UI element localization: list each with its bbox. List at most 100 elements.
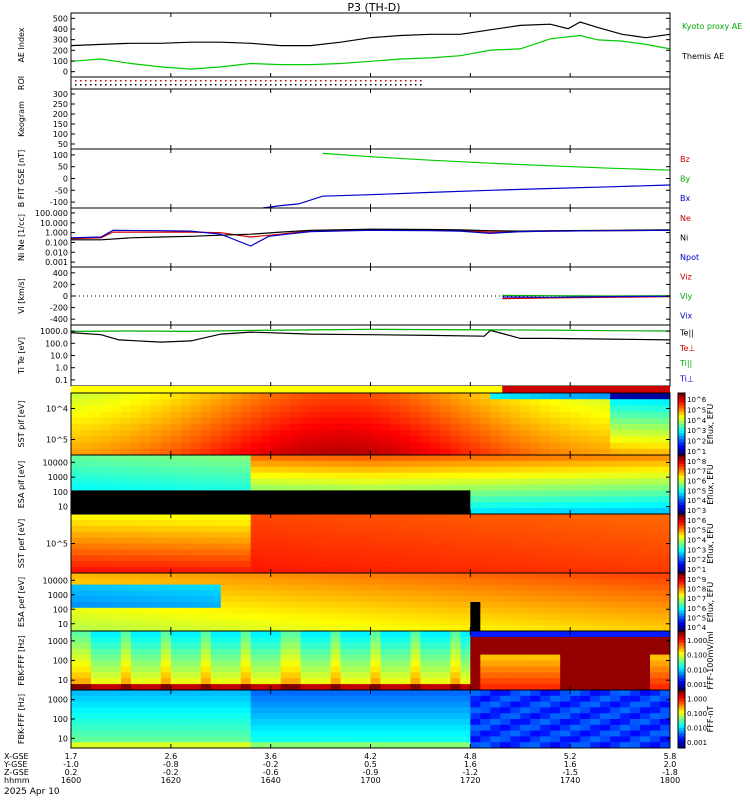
spectrogram-cell xyxy=(340,713,351,720)
spectrogram-cell xyxy=(260,724,272,731)
spectrogram-cell xyxy=(320,654,331,661)
spectrogram-cell xyxy=(530,537,541,544)
spectrogram-cell xyxy=(440,678,451,685)
fbk_fff-colorbar-cell xyxy=(678,672,685,676)
spectrogram-cell xyxy=(530,613,541,620)
bfield-ylabel: B FIT GSE [nT] xyxy=(17,150,26,208)
spectrogram-cell xyxy=(180,707,192,714)
spectrogram-cell xyxy=(630,430,641,437)
spectrogram-cell xyxy=(610,736,621,743)
roi-dot xyxy=(345,80,347,82)
spectrogram-cell xyxy=(120,567,132,574)
spectrogram-cell xyxy=(510,719,521,726)
spectrogram-cell xyxy=(660,642,671,650)
spectrogram-cell xyxy=(610,724,621,731)
footer-value: 1.7 xyxy=(65,752,78,761)
spectrogram-cell xyxy=(260,514,272,521)
spectrogram-cell xyxy=(140,573,152,580)
spectrogram-cell xyxy=(180,496,192,503)
spectrogram-cell xyxy=(280,430,292,437)
spectrogram-cell xyxy=(120,484,132,491)
spectrogram-cell xyxy=(140,502,152,509)
spectrogram-cell xyxy=(260,549,272,556)
spectrogram-cell xyxy=(600,666,611,673)
spectrogram-cell xyxy=(160,567,172,574)
spectrogram-cell xyxy=(360,478,371,485)
spectrogram-cell xyxy=(640,742,651,749)
spectrogram-cell xyxy=(100,690,112,697)
spectrogram-cell xyxy=(460,537,471,544)
spectrogram-cell xyxy=(170,537,182,544)
spectrogram-cell xyxy=(240,525,252,533)
spectrogram-cell xyxy=(130,478,142,485)
spectrogram-cell xyxy=(660,625,671,632)
spectrogram-cell xyxy=(110,573,122,580)
spectrogram-cell xyxy=(130,648,142,655)
spectrogram-cell xyxy=(300,405,311,412)
spectrogram-cell xyxy=(80,543,92,550)
spectrogram-cell xyxy=(340,607,351,614)
spectrogram-cell xyxy=(120,578,132,585)
spectrogram-cell xyxy=(140,602,152,609)
spectrogram-cell xyxy=(640,684,651,691)
spectrogram-cell xyxy=(630,472,641,479)
fbk_fff-colorbar-cell xyxy=(678,681,685,685)
spectrogram-cell xyxy=(530,724,541,731)
spectrogram-cell xyxy=(340,701,351,708)
spectrogram-cell xyxy=(310,672,321,679)
spectrogram-cell xyxy=(270,730,282,737)
spectrogram-cell xyxy=(600,448,611,456)
spectrogram-cell xyxy=(600,654,611,661)
spectrogram-cell xyxy=(340,660,351,667)
spectrogram-cell xyxy=(560,537,571,544)
spectrogram-cell xyxy=(290,642,302,650)
spectrogram-cell xyxy=(450,393,461,400)
spectrogram-cell xyxy=(230,678,242,685)
spectrogram-cell xyxy=(240,648,252,655)
spectrogram-cell xyxy=(520,730,531,737)
spectrogram-cell xyxy=(410,619,421,626)
roi-dot xyxy=(265,80,267,82)
spectrogram-cell xyxy=(170,567,182,574)
spectrogram-cell xyxy=(440,701,451,708)
spectrogram-cell xyxy=(600,525,611,533)
spectrogram-cell xyxy=(460,707,471,714)
spectrogram-cell xyxy=(660,648,671,655)
spectrogram-cell xyxy=(330,424,341,431)
spectrogram-cell xyxy=(570,448,581,456)
spectrogram-cell xyxy=(110,695,122,702)
spectrogram-cell xyxy=(290,713,302,720)
spectrogram-cell xyxy=(600,684,611,691)
spectrogram-cell xyxy=(170,472,182,479)
spectrogram-cell xyxy=(260,730,272,737)
spectrogram-cell xyxy=(260,742,272,749)
spectrogram-cell xyxy=(590,724,601,731)
spectrogram-cell xyxy=(270,607,282,614)
spectrogram-cell xyxy=(540,613,551,620)
spectrogram-cell xyxy=(440,660,451,667)
spectrogram-cell xyxy=(280,578,292,585)
spectrogram-cell xyxy=(560,701,571,708)
roi-dot xyxy=(115,84,117,86)
esa_ion-ytick-label: 1000 xyxy=(48,473,68,482)
spectrogram-cell xyxy=(310,573,321,580)
spectrogram-cell xyxy=(160,442,172,450)
spectrogram-cell xyxy=(620,695,631,702)
spectrogram-cell xyxy=(390,478,401,485)
spectrogram-cell xyxy=(340,424,351,431)
spectrogram-cell xyxy=(90,648,102,655)
spectrogram-cell xyxy=(580,648,591,655)
velocity-legend-entry: Vix xyxy=(680,311,693,320)
spectrogram-cell xyxy=(330,602,341,609)
spectrogram-cell xyxy=(410,424,421,431)
spectrogram-cell xyxy=(620,442,631,450)
esa_ion-colorbar-tick: 10^7 xyxy=(687,468,706,476)
spectrogram-cell xyxy=(140,543,152,550)
spectrogram-cell xyxy=(210,405,222,412)
spectrogram-cell xyxy=(190,442,202,450)
spectrogram-cell xyxy=(540,730,551,737)
spectrogram-cell xyxy=(130,590,142,597)
spectrogram-cell xyxy=(280,424,292,431)
spectrogram-cell xyxy=(610,701,621,708)
spectrogram-cell xyxy=(580,602,591,609)
